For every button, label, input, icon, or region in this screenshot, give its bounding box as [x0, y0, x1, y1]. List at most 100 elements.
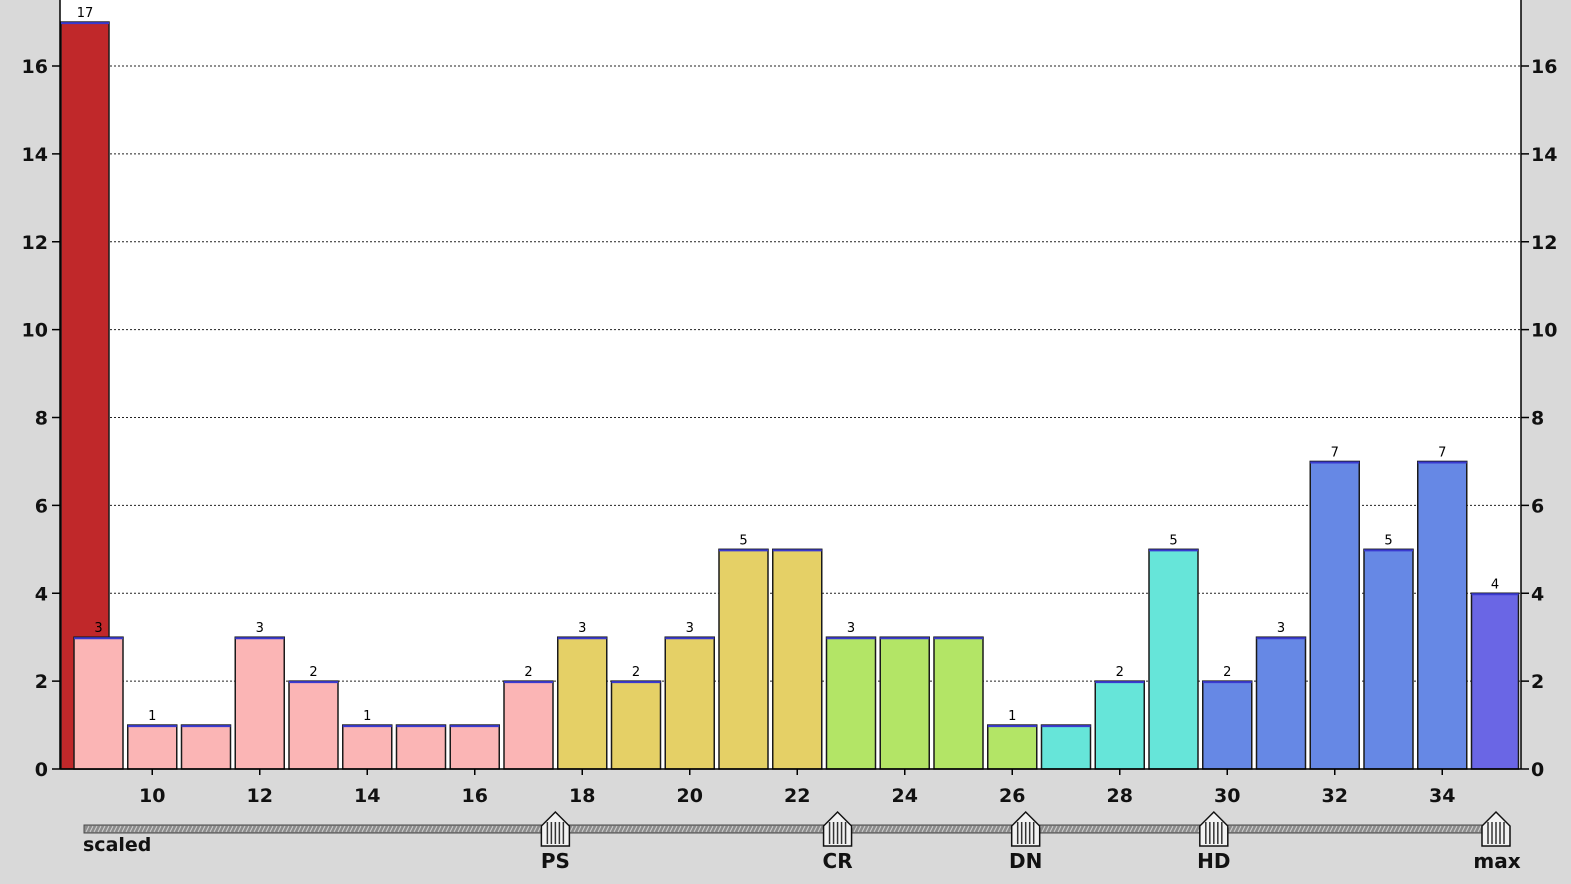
slider-hatch — [341, 825, 346, 833]
slider-hatch — [1041, 825, 1046, 833]
bar — [1470, 592, 1520, 770]
slider-hatch — [1161, 825, 1166, 833]
slider-hatch — [241, 825, 246, 833]
slider-hatch — [1137, 825, 1142, 833]
slider-hatch — [945, 825, 950, 833]
slider-hatch — [1329, 825, 1334, 833]
slider-hatch — [817, 825, 822, 833]
slider-hatch — [1169, 825, 1174, 833]
slider-hatch — [333, 825, 338, 833]
slider-hatch — [1325, 825, 1330, 833]
bar-value-label: 3 — [94, 621, 102, 636]
slider-hatch — [525, 825, 530, 833]
marker-handle[interactable]: CR — [823, 810, 853, 873]
slider-hatch — [185, 825, 190, 833]
slider-hatch — [589, 825, 594, 833]
slider-hatch — [629, 825, 634, 833]
slider-hatch — [1353, 825, 1358, 833]
slider-hatch — [1341, 825, 1346, 833]
slider-hatch — [793, 825, 798, 833]
slider-hatch — [497, 825, 502, 833]
slider-hatch — [293, 825, 298, 833]
slider-hatch — [613, 825, 618, 833]
bar-value-label: 3 — [1277, 621, 1285, 636]
slider-hatch — [769, 825, 774, 833]
slider-hatch — [313, 825, 318, 833]
slider-hatch — [953, 825, 958, 833]
slider-hatch — [1417, 825, 1422, 833]
bar-value-label: 1 — [148, 709, 156, 724]
slider-hatch — [761, 825, 766, 833]
slider-hatch — [513, 825, 518, 833]
slider-hatch — [1245, 825, 1250, 833]
slider-hatch — [1249, 825, 1254, 833]
slider-hatch — [417, 825, 422, 833]
marker-handle[interactable]: HD — [1197, 810, 1230, 873]
slider-hatch — [1153, 825, 1158, 833]
x-tick-label: 16 — [462, 785, 488, 807]
bar — [1309, 460, 1360, 770]
slider-hatch — [229, 825, 234, 833]
slider-hatch — [917, 825, 922, 833]
slider-hatch — [105, 825, 110, 833]
slider-hatch — [797, 825, 802, 833]
slider-hatch — [221, 825, 226, 833]
slider-hatch — [733, 825, 738, 833]
y-tick-label-left: 16 — [22, 56, 48, 78]
slider-hatch — [369, 825, 374, 833]
slider-hatch — [813, 825, 818, 833]
slider-hatch — [377, 825, 382, 833]
slider-hatch — [129, 825, 134, 833]
slider-hatch — [433, 825, 438, 833]
slider-hatch — [397, 825, 402, 833]
slider-hatch — [873, 825, 878, 833]
bar — [664, 636, 715, 770]
slider-hatch — [445, 825, 450, 833]
slider-hatch — [85, 825, 90, 833]
slider-hatch — [165, 825, 170, 833]
marker-handle[interactable]: DN — [1009, 810, 1042, 873]
slider-hatch — [121, 825, 126, 833]
slider-hatch — [1313, 825, 1318, 833]
slider-hatch — [1457, 825, 1462, 833]
slider-hatch — [1073, 825, 1078, 833]
y-tick-label-left: 6 — [35, 495, 48, 517]
slider-hatch — [521, 825, 526, 833]
slider-hatch — [1121, 825, 1126, 833]
bar — [1094, 680, 1145, 770]
slider-hatch — [257, 825, 262, 833]
bar-value-label: 7 — [1438, 445, 1446, 460]
slider-hatch — [265, 825, 270, 833]
slider-hatch — [133, 825, 138, 833]
marker-handle[interactable]: PS — [540, 810, 571, 873]
slider-hatch — [1257, 825, 1262, 833]
slider-hatch — [781, 825, 786, 833]
slider-hatch — [1389, 825, 1394, 833]
slider-hatch — [869, 825, 874, 833]
slider-hatch — [765, 825, 770, 833]
slider-hatch — [949, 825, 954, 833]
slider-hatch — [789, 825, 794, 833]
slider-hatch — [977, 825, 982, 833]
x-tick-label: 28 — [1107, 785, 1133, 807]
slider-hatch — [169, 825, 174, 833]
slider-hatch — [1377, 825, 1382, 833]
bar — [987, 724, 1038, 770]
bar-value-label: 3 — [686, 621, 694, 636]
slider-hatch — [1237, 825, 1242, 833]
slider-hatch — [529, 825, 534, 833]
slider-hatch — [97, 825, 102, 833]
slider-hatch — [881, 825, 886, 833]
slider-hatch — [1049, 825, 1054, 833]
bar — [1202, 680, 1253, 770]
slider-hatch — [261, 825, 266, 833]
slider-hatch — [1089, 825, 1094, 833]
marker-handle[interactable]: max — [1473, 810, 1521, 873]
slider-hatch — [749, 825, 754, 833]
slider-hatch — [237, 825, 242, 833]
slider-hatch — [321, 825, 326, 833]
marker-slider[interactable]: scaled PS CR DN HD max — [83, 810, 1521, 873]
slider-hatch — [925, 825, 930, 833]
slider-hatch — [537, 825, 542, 833]
slider-hatch — [637, 825, 642, 833]
